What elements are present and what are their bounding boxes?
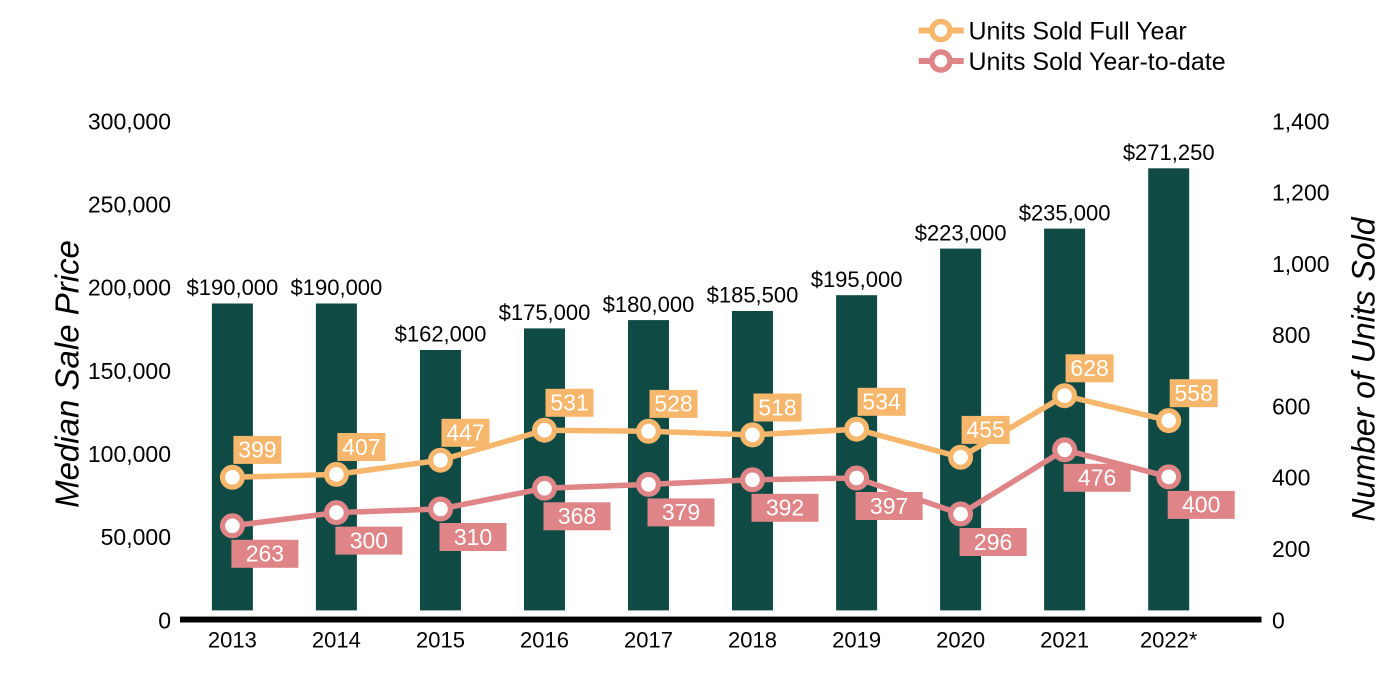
svg-text:200: 200: [1272, 536, 1310, 562]
svg-text:250,000: 250,000: [88, 192, 171, 218]
svg-text:300: 300: [350, 527, 388, 553]
svg-text:2021: 2021: [1040, 628, 1089, 653]
svg-text:558: 558: [1175, 380, 1213, 406]
svg-text:Units Sold Year-to-date: Units Sold Year-to-date: [969, 48, 1226, 76]
svg-text:400: 400: [1272, 465, 1310, 491]
svg-text:397: 397: [870, 493, 908, 519]
svg-text:$162,000: $162,000: [395, 322, 487, 347]
svg-text:150,000: 150,000: [88, 358, 171, 384]
svg-text:$175,000: $175,000: [499, 300, 591, 325]
svg-text:2022*: 2022*: [1140, 628, 1198, 653]
svg-text:2016: 2016: [520, 628, 569, 653]
svg-text:0: 0: [158, 607, 171, 633]
svg-text:447: 447: [446, 420, 484, 446]
svg-text:$271,250: $271,250: [1123, 140, 1215, 165]
svg-text:296: 296: [974, 529, 1012, 555]
svg-text:0: 0: [1272, 607, 1285, 633]
svg-text:Median Sale Price: Median Sale Price: [49, 240, 86, 508]
svg-text:2017: 2017: [624, 628, 673, 653]
svg-text:$190,000: $190,000: [291, 275, 383, 300]
svg-text:2020: 2020: [936, 628, 985, 653]
svg-text:$185,500: $185,500: [707, 283, 799, 308]
svg-text:407: 407: [342, 434, 380, 460]
svg-text:455: 455: [966, 417, 1004, 443]
svg-text:263: 263: [246, 541, 284, 567]
svg-text:368: 368: [558, 503, 596, 529]
svg-text:518: 518: [758, 394, 796, 420]
svg-text:379: 379: [662, 499, 700, 525]
svg-text:476: 476: [1078, 465, 1116, 491]
svg-text:2015: 2015: [416, 628, 465, 653]
svg-text:100,000: 100,000: [88, 441, 171, 467]
svg-text:2014: 2014: [312, 628, 361, 653]
svg-text:1,400: 1,400: [1272, 108, 1330, 134]
svg-text:531: 531: [550, 390, 588, 416]
svg-text:2013: 2013: [208, 628, 257, 653]
svg-text:$195,000: $195,000: [811, 267, 903, 292]
svg-text:400: 400: [1182, 492, 1220, 518]
svg-text:528: 528: [654, 391, 692, 417]
svg-text:628: 628: [1070, 355, 1108, 381]
svg-text:392: 392: [766, 495, 804, 521]
svg-text:1,000: 1,000: [1272, 251, 1330, 277]
svg-text:$223,000: $223,000: [915, 220, 1007, 245]
svg-text:50,000: 50,000: [101, 524, 171, 550]
svg-text:2019: 2019: [832, 628, 881, 653]
svg-text:399: 399: [238, 437, 276, 463]
svg-text:600: 600: [1272, 393, 1310, 419]
svg-text:300,000: 300,000: [88, 108, 171, 134]
svg-text:Number of Units Sold: Number of Units Sold: [1346, 216, 1382, 521]
svg-text:534: 534: [862, 389, 901, 415]
svg-text:800: 800: [1272, 322, 1310, 348]
svg-text:310: 310: [454, 524, 492, 550]
svg-text:Units Sold Full Year: Units Sold Full Year: [969, 17, 1187, 45]
svg-text:1,200: 1,200: [1272, 180, 1330, 206]
svg-text:2018: 2018: [728, 628, 777, 653]
svg-text:$235,000: $235,000: [1019, 200, 1111, 225]
svg-text:$180,000: $180,000: [603, 292, 695, 317]
svg-text:200,000: 200,000: [88, 275, 171, 301]
svg-text:$190,000: $190,000: [187, 275, 279, 300]
